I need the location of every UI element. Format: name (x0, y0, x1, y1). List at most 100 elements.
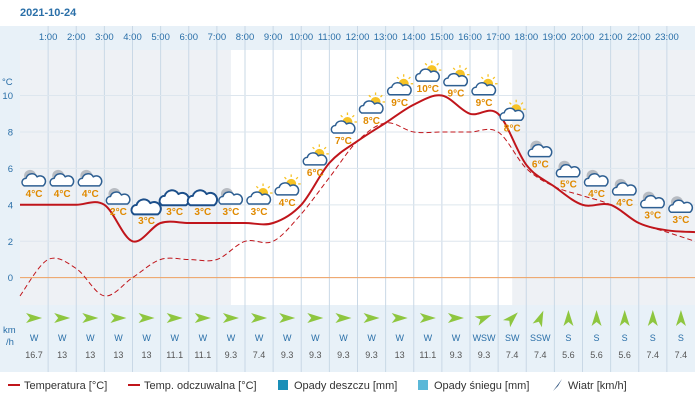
y-tick-label: 10 (2, 91, 13, 102)
cloudy-night-icon (49, 169, 75, 187)
wind-arrow-icon (54, 313, 71, 323)
temp-label: 3°C (251, 207, 268, 218)
wind-speed: 7.4 (675, 350, 688, 360)
cloud-shape (415, 68, 440, 82)
wind-speed: 9.3 (225, 350, 238, 360)
wind-speed: 11.1 (194, 350, 211, 360)
temp-label: 7°C (335, 136, 352, 147)
wind-speed: 9.3 (309, 350, 322, 360)
wind-speed: 5.6 (618, 350, 631, 360)
wind-unit-top: km (3, 325, 16, 336)
wind-arrow-icon (110, 313, 127, 323)
wind-speed: 5.6 (590, 350, 603, 360)
wind-direction: W (114, 333, 123, 343)
temperature-line (20, 94, 695, 243)
cloud-shape (386, 82, 412, 96)
temp-label: 4°C (588, 189, 605, 200)
wind-direction: W (283, 333, 292, 343)
wind-arrow-shape (279, 313, 296, 323)
hour-label: 23:00 (655, 32, 679, 43)
legend-swatch-box (278, 380, 288, 390)
wind-arrow-shape (619, 310, 630, 326)
temp-label: 3°C (673, 215, 690, 226)
cloud-shape (527, 143, 553, 158)
cloudy-night-icon (218, 188, 244, 205)
temp-label: 5°C (560, 180, 577, 191)
wind-arrow-icon (138, 313, 155, 323)
partly-cloudy-day-icon (471, 74, 498, 96)
legend: Temperatura [°C] Temp. odczuwalna [°C] Opa… (8, 379, 627, 392)
wind-speed: 11.1 (166, 350, 183, 360)
hour-label: 16:00 (458, 32, 482, 43)
y-tick-label: 4 (8, 200, 13, 211)
wind-legend-icon (553, 379, 562, 391)
sun-ray (396, 76, 400, 80)
cloudy-night-icon (527, 140, 553, 158)
wind-arrow-icon (619, 310, 630, 326)
legend-label: Temperatura [°C] (24, 380, 107, 392)
cloud-shape (330, 120, 356, 134)
partly-cloudy-day-icon (246, 183, 273, 205)
wind-arrow-shape (166, 313, 183, 323)
wind-direction: W (395, 333, 404, 343)
y-tick-label: 2 (8, 237, 13, 248)
hour-label: 19:00 (542, 32, 566, 43)
hour-label: 14:00 (402, 32, 426, 43)
wind-speed: 13 (57, 350, 67, 360)
wind-direction: W (255, 333, 264, 343)
wind-arrow-icon (532, 310, 544, 328)
cloud-shape (443, 72, 469, 87)
wind-arrow-shape (26, 313, 43, 323)
wind-speed: 5.6 (562, 350, 575, 360)
wind-direction: W (58, 333, 67, 343)
wind-direction: SW (505, 333, 520, 343)
partly-cloudy-day-icon (415, 60, 442, 82)
temp-label: 3°C (166, 207, 183, 218)
wind-arrow-icon (502, 312, 518, 328)
partly-cloudy-day-icon (443, 65, 470, 87)
wind-speed: 7.4 (253, 350, 266, 360)
wind-arrow-icon (166, 313, 183, 323)
wind-arrow-shape (502, 312, 518, 328)
wind-speed: 9.3 (281, 350, 294, 360)
wind-arrow-shape (591, 310, 602, 326)
temp-label: 2°C (110, 207, 127, 218)
wind-arrow-icon (647, 310, 658, 326)
temp-label: 6°C (532, 160, 549, 171)
cloudy-night-icon (555, 160, 581, 178)
wind-direction: S (565, 333, 571, 343)
wind-direction: W (227, 333, 236, 343)
wind-arrow-icon (82, 313, 99, 323)
wind-speed: 13 (395, 350, 405, 360)
y-tick-label: 6 (8, 164, 13, 175)
sun-ray (323, 146, 327, 150)
temp-label: 3°C (194, 207, 211, 218)
wind-arrow-icon (563, 310, 574, 326)
hour-label: 20:00 (571, 32, 595, 43)
temp-label: 4°C (616, 198, 633, 209)
wind-speed: 11.1 (419, 350, 436, 360)
legend-label: Wiatr [km/h] (568, 380, 627, 392)
hour-label: 1:00 (39, 32, 58, 43)
wind-arrow-icon (222, 313, 239, 323)
wind-direction: W (339, 333, 348, 343)
wind-arrow-icon (447, 313, 464, 323)
wind-speed: 7.4 (534, 350, 547, 360)
temp-label: 3°C (644, 211, 661, 222)
sun-ray (464, 67, 468, 71)
wind-speed: 9.3 (365, 350, 378, 360)
wind-arrow-shape (82, 313, 99, 323)
wind-arrow-shape (307, 313, 324, 323)
wind-arrow-shape (447, 313, 464, 323)
wind-unit-bottom: /h (6, 337, 14, 348)
wind-direction: W (86, 333, 95, 343)
wind-arrow-shape (675, 310, 686, 326)
day-band (230, 50, 513, 305)
wind-arrow-shape (474, 314, 492, 326)
wind-arrow-icon (251, 313, 268, 323)
wind-layer: W 16.7 W 13 W 13 W 13 W 13 W 11.1 W 11.1 W 9.3 W 7.4 W 9.3 W… (25, 310, 688, 360)
cloud-shape (21, 173, 47, 187)
sun-ray (424, 62, 428, 66)
temp-label: 9°C (391, 98, 408, 109)
